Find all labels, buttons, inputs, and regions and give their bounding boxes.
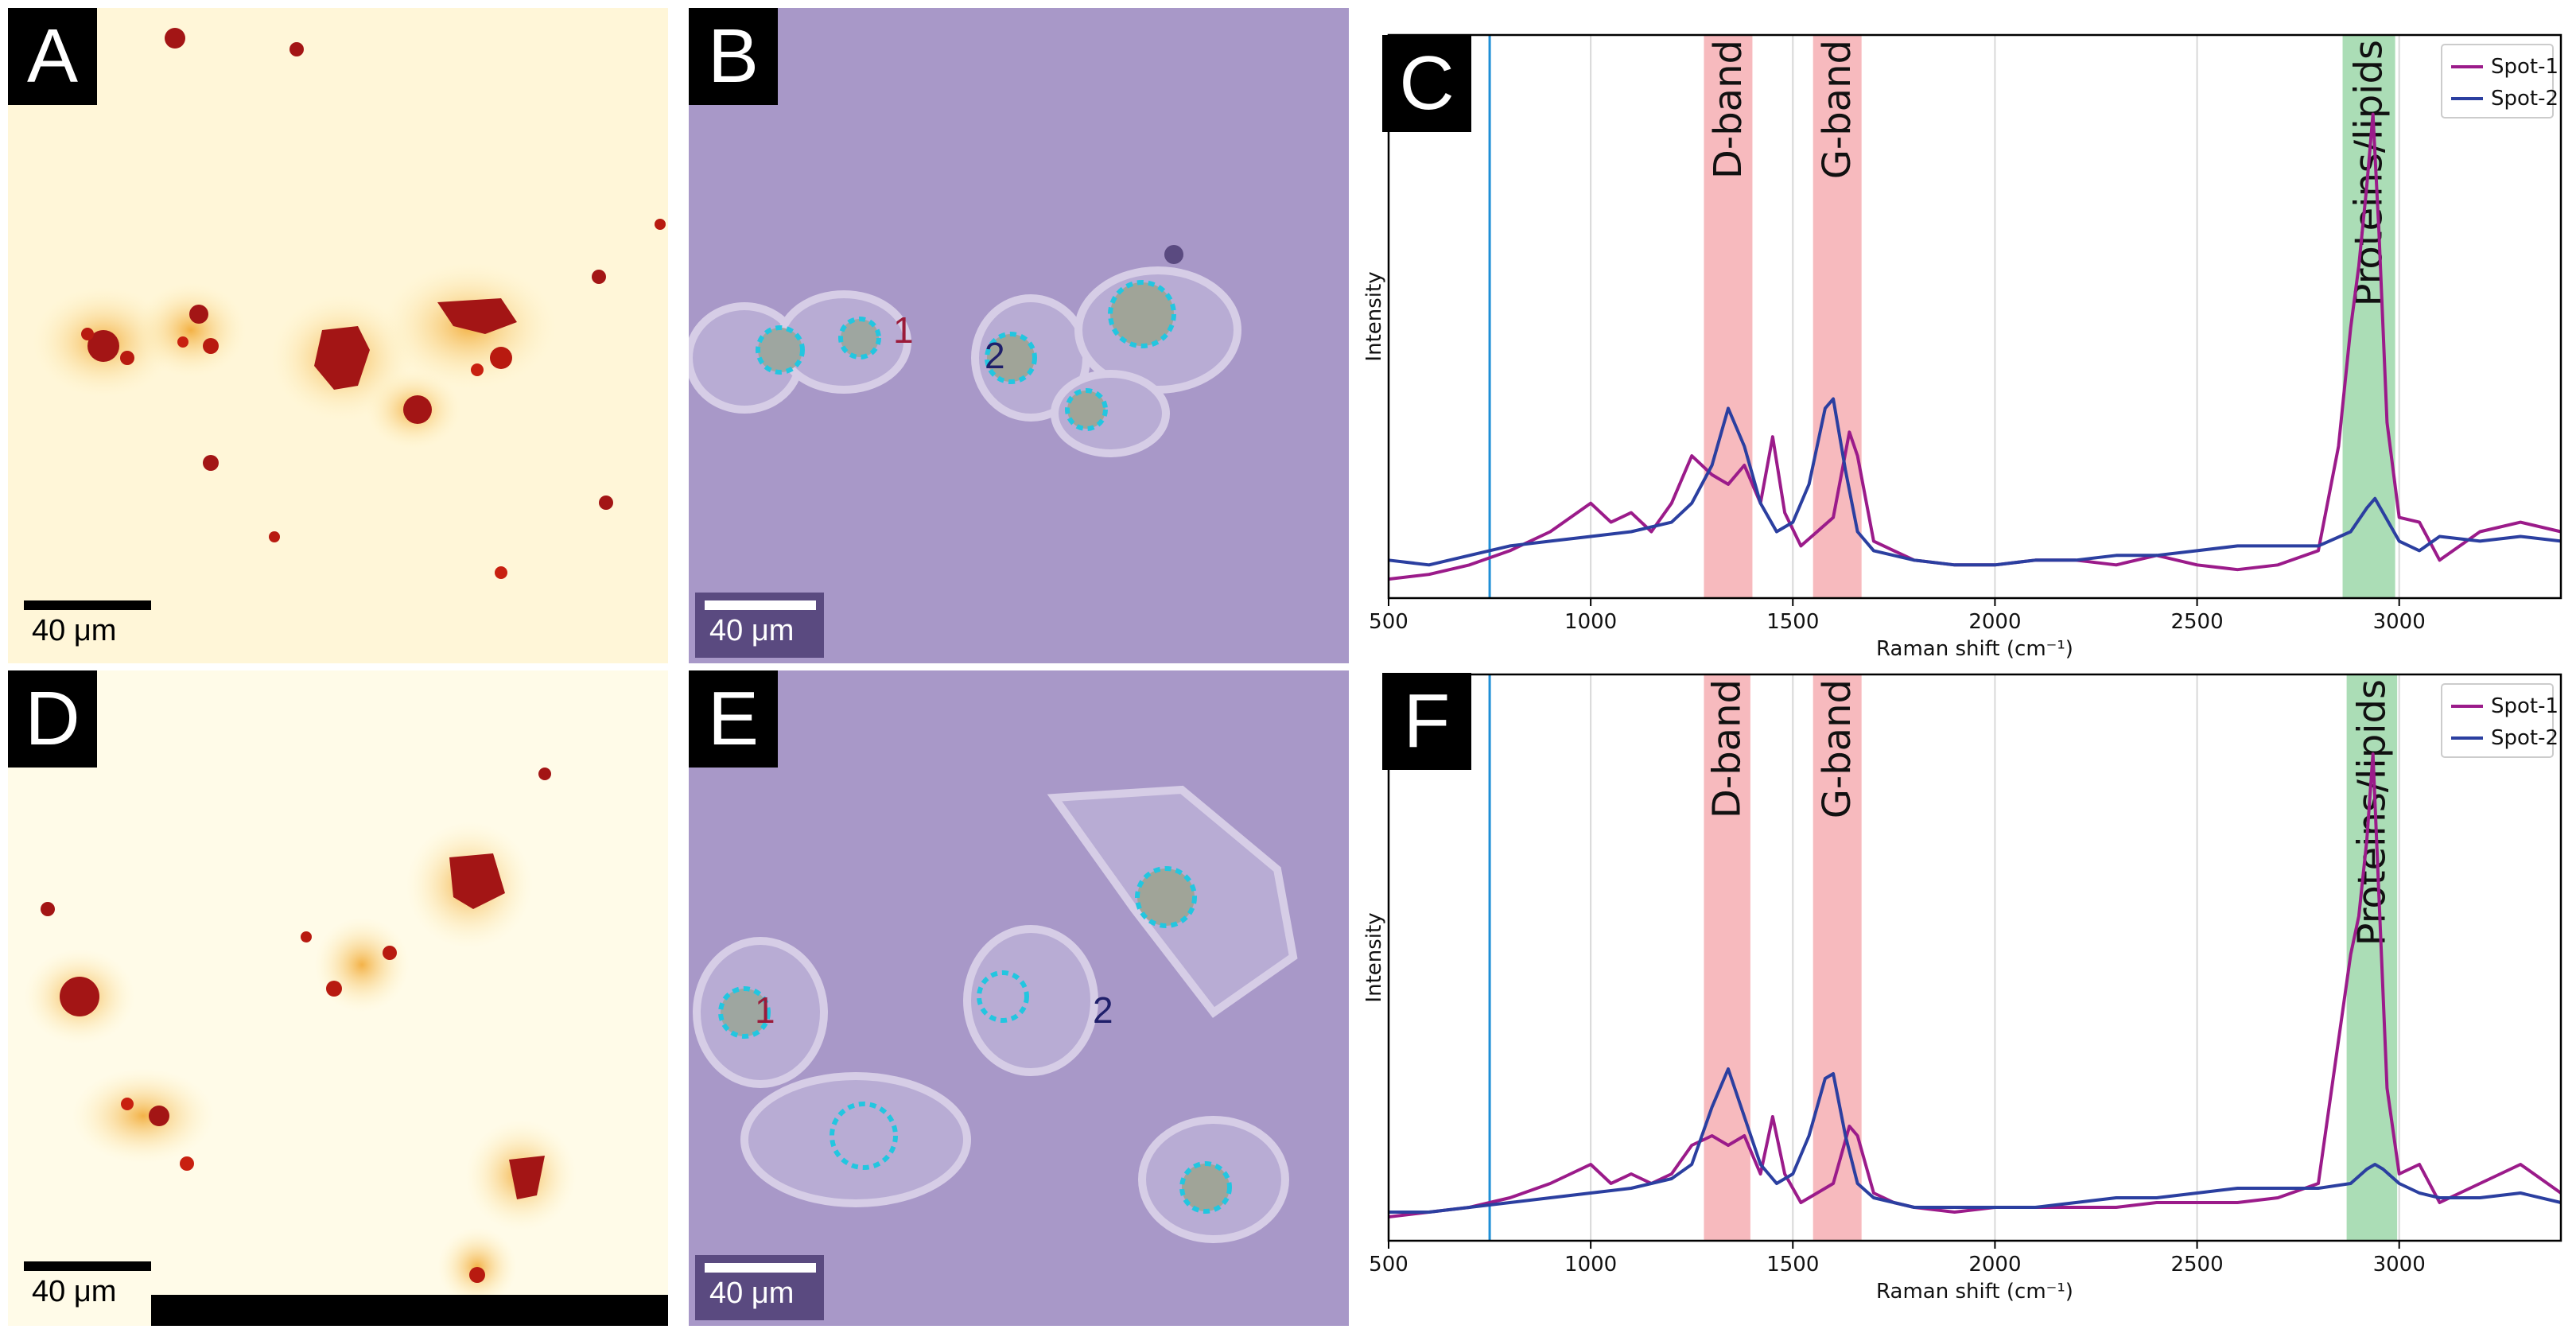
chart-c-tick-label: 2000 <box>1968 610 2021 634</box>
panel-b-microscopy: B 1 2 40 μm <box>689 8 1349 663</box>
chart-c-ylabel: Intensity <box>1362 271 1386 361</box>
heatmap-image-a <box>8 8 668 663</box>
chart-f-series-spot-2 <box>1389 1067 2562 1214</box>
chart-f-tick-label: 500 <box>1369 1253 1408 1277</box>
panel-label-a: A <box>8 8 97 105</box>
scale-label-e: 40 μm <box>709 1277 795 1310</box>
chart-c-legend-label-1: Spot-2 <box>2491 87 2559 111</box>
panel-a-heatmap: A 40 μm <box>8 8 668 663</box>
panel-c-chart: D-band G-band Proteins/lipids 500 1000 1500 20… <box>1362 6 2570 666</box>
chart-f-tick-label: 1000 <box>1564 1253 1617 1277</box>
chart-c-legend-label-0: Spot-1 <box>2491 55 2559 79</box>
chart-c-series-spot-2 <box>1388 397 2562 567</box>
heatmap-image-d <box>8 670 668 1326</box>
panel-label-f: F <box>1382 673 1471 770</box>
scale-bar-d <box>24 1261 151 1271</box>
chart-c-band-label-1: G-band <box>1815 40 1859 179</box>
panel-label-e: E <box>689 670 778 768</box>
microscopy-image-e <box>689 670 1349 1326</box>
chart-f-legend-label-1: Spot-2 <box>2491 726 2559 750</box>
panel-label-d: D <box>8 670 97 768</box>
panel-label-b: B <box>689 8 778 105</box>
spot-2-marker: 2 <box>985 335 1005 376</box>
chart-f-band-1 <box>1813 674 1862 1241</box>
scale-label-b: 40 μm <box>709 614 795 647</box>
scale-bar-b <box>705 600 816 610</box>
panel-e-microscopy: E 1 2 40 μm <box>689 670 1349 1326</box>
chart-f-legend-label-0: Spot-1 <box>2491 694 2559 718</box>
chart-c-xlabel: Raman shift (cm⁻¹) <box>1876 637 2073 661</box>
scale-label-d: 40 μm <box>32 1275 117 1308</box>
chart-f-ylabel: Intensity <box>1362 912 1386 1002</box>
chart-c-band-0 <box>1704 35 1753 598</box>
chart-c-frame <box>1387 33 2562 600</box>
panel-label-c: C <box>1382 35 1471 132</box>
bottom-black-strip <box>151 1295 668 1326</box>
chart-f-tick-label: 3000 <box>2373 1253 2426 1277</box>
chart-c-tick-label: 1000 <box>1564 610 1617 634</box>
chart-f-band-label-1: G-band <box>1815 679 1859 818</box>
chart-f-band-label-2: Proteins/lipids <box>2349 679 2394 946</box>
scale-bar-e <box>705 1263 816 1273</box>
scale-label-a: 40 μm <box>32 614 117 647</box>
panel-f-chart: D-band G-band Proteins/lipids 500 1000 1500 20… <box>1362 666 2570 1333</box>
chart-f-frame <box>1387 673 2562 1242</box>
chart-f-xlabel: Raman shift (cm⁻¹) <box>1876 1280 2073 1304</box>
chart-f-tick-label: 2000 <box>1968 1253 2021 1277</box>
chart-c-tick-label: 500 <box>1369 610 1408 634</box>
spot-1-marker: 1 <box>893 309 914 351</box>
microscopy-image-b <box>689 8 1349 663</box>
spot-2-marker-e: 2 <box>1093 989 1113 1031</box>
chart-f-tick-label: 1500 <box>1766 1253 1819 1277</box>
chart-c-tick-label: 3000 <box>2373 610 2426 634</box>
raman-chart-f: D-band G-band Proteins/lipids 500 1000 1500 20… <box>1362 673 2562 1304</box>
chart-c-tick-label: 2500 <box>2170 610 2223 634</box>
panel-d-heatmap: D 40 μm <box>8 670 668 1326</box>
chart-f-tick-label: 2500 <box>2170 1253 2223 1277</box>
cell-blob <box>314 326 370 390</box>
scale-bar-a <box>24 600 151 610</box>
spot-1-marker-e: 1 <box>755 989 775 1031</box>
chart-c-tick-label: 1500 <box>1766 610 1819 634</box>
chart-f-band-label-0: D-band <box>1705 679 1750 818</box>
chart-c-band-label-0: D-band <box>1706 40 1750 179</box>
